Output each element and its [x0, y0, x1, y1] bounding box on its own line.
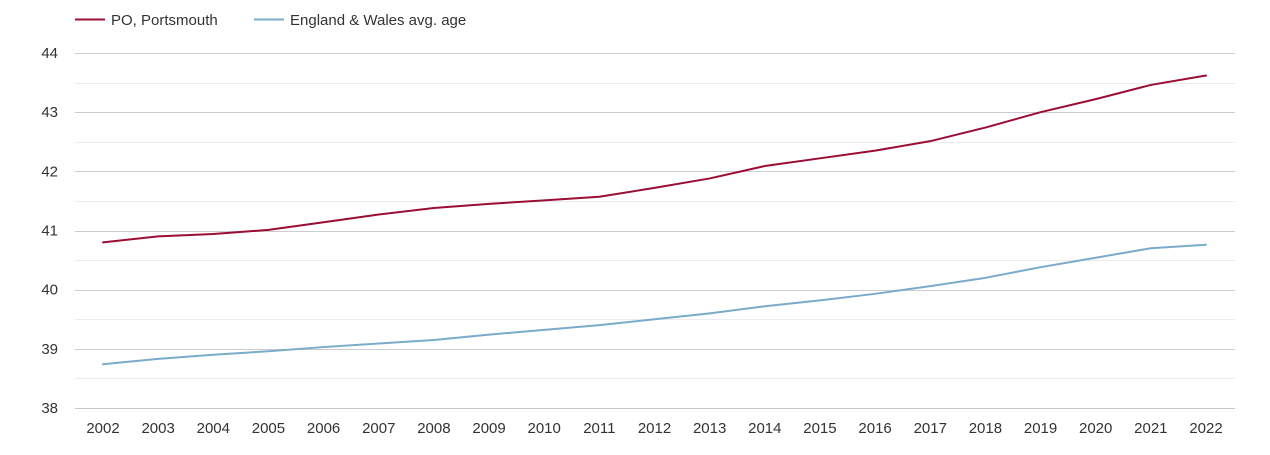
- data-point: [321, 345, 326, 350]
- data-point: [376, 341, 381, 346]
- y-tick-label: 41: [41, 223, 58, 240]
- data-point: [652, 185, 657, 190]
- x-tick-label: 2005: [252, 420, 285, 437]
- y-tick-label: 43: [41, 104, 58, 121]
- data-point: [542, 198, 547, 203]
- data-point: [762, 304, 767, 309]
- x-tick-label: 2011: [583, 420, 615, 437]
- y-axis: 38 39 40 41 42 43 44: [41, 45, 58, 417]
- legend: PO, Portsmouth England & Wales avg. age: [75, 12, 466, 29]
- data-point: [873, 291, 878, 296]
- data-point: [1038, 110, 1043, 115]
- data-point: [707, 176, 712, 181]
- data-point: [983, 125, 988, 130]
- data-point: [928, 284, 933, 289]
- data-point: [211, 352, 216, 357]
- x-tick-label: 2002: [86, 420, 119, 437]
- data-point: [597, 194, 602, 199]
- data-point: [1038, 265, 1043, 270]
- data-point: [321, 220, 326, 225]
- x-tick-label: 2019: [1024, 420, 1057, 437]
- data-point: [1093, 255, 1098, 260]
- x-tick-label: 2003: [141, 420, 174, 437]
- x-tick-label: 2014: [748, 420, 781, 437]
- data-point: [597, 323, 602, 328]
- data-point: [1148, 246, 1153, 251]
- series-lines: [101, 73, 1209, 367]
- data-point: [983, 275, 988, 280]
- data-point: [817, 298, 822, 303]
- legend-item[interactable]: England & Wales avg. age: [254, 12, 466, 29]
- legend-label: PO, Portsmouth: [111, 12, 218, 29]
- x-tick-label: 2007: [362, 420, 395, 437]
- data-point: [873, 148, 878, 153]
- data-point: [542, 327, 547, 332]
- y-tick-label: 44: [41, 45, 58, 62]
- data-point: [211, 232, 216, 237]
- data-point: [1148, 82, 1153, 87]
- y-tick-label: 40: [41, 282, 58, 299]
- data-point: [266, 349, 271, 354]
- series-portsmouth: [101, 73, 1209, 245]
- data-point: [707, 311, 712, 316]
- x-tick-label: 2013: [693, 420, 726, 437]
- data-point: [487, 332, 492, 337]
- x-tick-label: 2004: [197, 420, 230, 437]
- data-point: [431, 206, 436, 211]
- data-point: [101, 240, 106, 245]
- data-point: [817, 156, 822, 161]
- x-tick-label: 2015: [803, 420, 836, 437]
- series-line: [102, 74, 1207, 244]
- x-tick-label: 2006: [307, 420, 340, 437]
- legend-label: England & Wales avg. age: [290, 12, 466, 29]
- data-point: [431, 337, 436, 342]
- x-tick-label: 2020: [1079, 420, 1112, 437]
- data-point: [1093, 97, 1098, 102]
- x-tick-label: 2012: [638, 420, 671, 437]
- x-tick-label: 2009: [472, 420, 505, 437]
- series-england-wales: [101, 242, 1209, 367]
- data-point: [652, 317, 657, 322]
- x-tick-label: 2010: [528, 420, 561, 437]
- x-tick-label: 2017: [914, 420, 947, 437]
- data-point: [1204, 73, 1209, 78]
- data-point: [1204, 242, 1209, 247]
- y-tick-label: 38: [41, 400, 58, 417]
- x-tick-label: 2022: [1189, 420, 1222, 437]
- data-point: [156, 356, 161, 361]
- data-point: [376, 212, 381, 217]
- y-tick-label: 39: [41, 341, 58, 358]
- data-point: [762, 164, 767, 169]
- data-point: [156, 234, 161, 239]
- data-point: [487, 201, 492, 206]
- data-point: [266, 227, 271, 232]
- legend-item[interactable]: PO, Portsmouth: [75, 12, 218, 29]
- x-tick-label: 2018: [969, 420, 1002, 437]
- data-point: [101, 362, 106, 367]
- x-tick-label: 2016: [858, 420, 891, 437]
- x-tick-label: 2021: [1134, 420, 1167, 437]
- x-axis: 2002 2003 2004 2005 2006 2007 2008 2009 2010 2011…: [86, 420, 1222, 437]
- y-tick-label: 42: [41, 163, 58, 180]
- series-line: [102, 243, 1207, 366]
- data-point: [928, 139, 933, 144]
- x-tick-label: 2008: [417, 420, 450, 437]
